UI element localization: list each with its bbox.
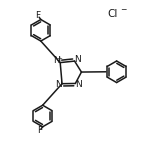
Text: N: N: [53, 56, 60, 65]
Text: F: F: [37, 126, 42, 135]
Text: +: +: [56, 56, 62, 62]
Text: N: N: [55, 80, 62, 89]
Text: N: N: [75, 80, 82, 89]
Text: −: −: [121, 5, 127, 14]
Text: F: F: [35, 11, 40, 20]
Text: Cl: Cl: [108, 9, 118, 19]
Text: N: N: [74, 55, 81, 64]
